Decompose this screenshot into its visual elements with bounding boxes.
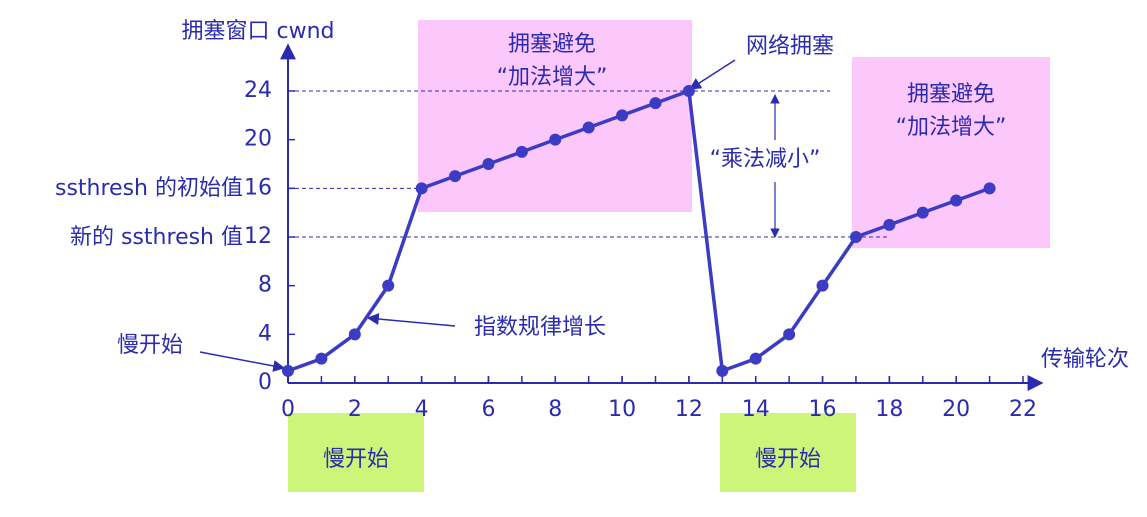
annotation: 慢开始 bbox=[117, 333, 183, 358]
data-point bbox=[515, 145, 528, 158]
data-point bbox=[382, 279, 395, 292]
data-point bbox=[916, 206, 929, 219]
data-point bbox=[582, 121, 595, 134]
annotation: 网络拥塞 bbox=[746, 34, 834, 59]
x-tick-label: 2 bbox=[348, 397, 362, 422]
annotation: 拥塞避免 bbox=[508, 32, 596, 57]
data-point bbox=[816, 279, 829, 292]
y-tick-label: 12 bbox=[244, 224, 272, 249]
y-tick-label: 8 bbox=[258, 273, 272, 298]
data-point bbox=[849, 231, 862, 243]
y-tick-label: 24 bbox=[244, 78, 272, 103]
data-point bbox=[749, 352, 762, 365]
data-point bbox=[549, 133, 562, 146]
annotation-arrow bbox=[366, 313, 456, 327]
annotation: 慢开始 bbox=[323, 447, 389, 472]
data-point bbox=[348, 328, 361, 341]
x-tick-label: 18 bbox=[875, 397, 903, 422]
data-point bbox=[950, 194, 963, 207]
annotation: ssthresh 的初始值 bbox=[55, 176, 243, 201]
x-axis-label: 传输轮次 bbox=[1041, 347, 1129, 372]
data-point bbox=[315, 352, 328, 365]
data-point bbox=[682, 85, 695, 97]
annotation-arrow bbox=[688, 59, 736, 90]
data-point bbox=[282, 364, 294, 377]
data-point bbox=[616, 109, 629, 122]
y-tick-label: 0 bbox=[258, 370, 272, 395]
annotation: “加法增大” bbox=[896, 115, 1007, 140]
x-tick-label: 20 bbox=[942, 397, 970, 422]
annotation: 新的 ssthresh 值 bbox=[70, 225, 243, 250]
data-point bbox=[449, 170, 462, 183]
x-tick-label: 22 bbox=[1009, 397, 1037, 422]
highlight-box bbox=[418, 20, 692, 212]
x-tick-label: 16 bbox=[809, 397, 837, 422]
x-tick-label: 6 bbox=[481, 397, 495, 422]
annotation: “加法增大” bbox=[497, 65, 608, 90]
data-point bbox=[716, 364, 729, 377]
data-point bbox=[983, 182, 996, 195]
data-point bbox=[649, 97, 662, 110]
x-tick-label: 4 bbox=[415, 397, 429, 422]
y-axis-label: 拥塞窗口 cwnd bbox=[182, 19, 335, 44]
annotation: 指数规律增长 bbox=[474, 315, 606, 340]
x-tick-label: 14 bbox=[742, 397, 770, 422]
y-tick-label: 16 bbox=[244, 175, 272, 200]
x-tick-label: 8 bbox=[548, 397, 562, 422]
y-tick-label: 20 bbox=[244, 127, 272, 152]
y-tick-label: 4 bbox=[258, 321, 272, 346]
annotation: 拥塞避免 bbox=[907, 82, 995, 107]
x-tick-label: 10 bbox=[608, 397, 636, 422]
x-tick-label: 12 bbox=[675, 397, 703, 422]
data-line bbox=[287, 88, 991, 374]
annotation: “乘法减小” bbox=[710, 147, 821, 172]
data-point bbox=[482, 158, 495, 170]
x-tick-label: 0 bbox=[281, 397, 295, 422]
data-point bbox=[883, 218, 896, 231]
highlight-box bbox=[852, 57, 1050, 248]
data-point bbox=[415, 182, 428, 195]
highlight-box bbox=[288, 413, 424, 492]
data-point bbox=[783, 328, 796, 341]
annotation-arrow bbox=[199, 351, 286, 372]
annotation: 慢开始 bbox=[755, 447, 821, 472]
highlight-box bbox=[720, 413, 856, 492]
background-layer bbox=[288, 20, 1050, 492]
